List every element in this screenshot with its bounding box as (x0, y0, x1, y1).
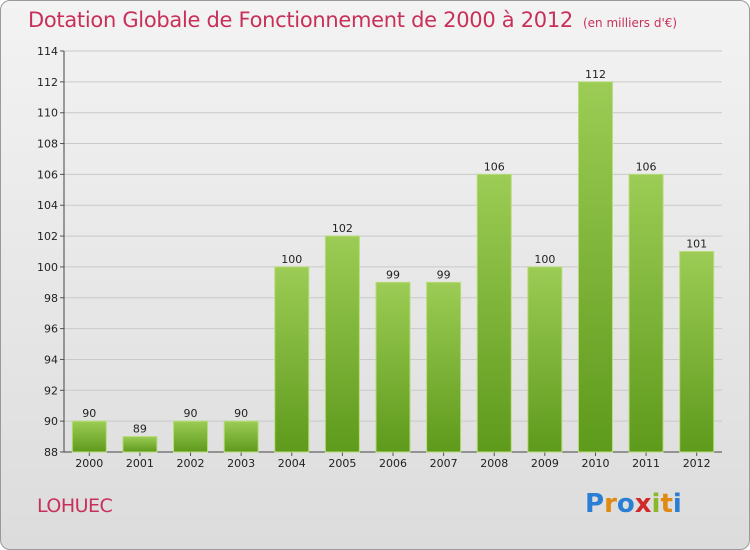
x-tick-label: 2011 (632, 457, 660, 470)
y-tick-label: 98 (44, 292, 58, 305)
bar (679, 251, 715, 453)
logo-letter: P (585, 489, 605, 519)
data-label: 99 (386, 268, 400, 281)
bar (426, 281, 462, 453)
x-tick-label: 2007 (430, 457, 458, 470)
x-tick-label: 2010 (581, 457, 609, 470)
x-tick-label: 2005 (328, 457, 356, 470)
y-tick-label: 88 (44, 446, 58, 459)
data-label: 106 (484, 160, 505, 173)
bar (71, 420, 107, 453)
chart-title-text: Dotation Globale de Fonctionnement de 20… (28, 8, 573, 32)
chart-title: Dotation Globale de Fonctionnement de 20… (28, 8, 677, 32)
x-tick-label: 2012 (683, 457, 711, 470)
y-tick-label: 100 (37, 261, 58, 274)
data-label: 100 (281, 253, 302, 266)
bar (173, 420, 209, 453)
bar (577, 81, 613, 453)
x-tick-label: 2004 (278, 457, 306, 470)
logo-letter: x (634, 489, 652, 519)
y-tick-label: 106 (37, 168, 58, 181)
bar (628, 173, 664, 453)
data-label: 102 (332, 222, 353, 235)
y-tick-label: 92 (44, 384, 58, 397)
data-label: 99 (437, 268, 451, 281)
data-label: 106 (636, 160, 657, 173)
x-tick-label: 2000 (75, 457, 103, 470)
x-tick-label: 2001 (126, 457, 154, 470)
x-tick-label: 2006 (379, 457, 407, 470)
data-label: 90 (82, 407, 96, 420)
y-tick-label: 104 (37, 199, 58, 212)
y-tick-label: 112 (37, 76, 58, 89)
logo-letter: t (660, 489, 673, 519)
y-tick-label: 90 (44, 415, 58, 428)
data-label: 100 (534, 253, 555, 266)
x-tick-label: 2002 (177, 457, 205, 470)
bar (375, 281, 411, 453)
logo-letter: o (616, 489, 635, 519)
logo-letter: i (651, 489, 661, 519)
y-tick-label: 94 (44, 353, 58, 366)
y-tick-label: 108 (37, 138, 58, 151)
data-label: 90 (184, 407, 198, 420)
y-tick-label: 102 (37, 230, 58, 243)
bar (527, 266, 563, 453)
y-tick-label: 110 (37, 107, 58, 120)
data-label: 89 (133, 423, 147, 436)
y-tick-label: 96 (44, 323, 58, 336)
x-tick-label: 2003 (227, 457, 255, 470)
chart-unit: (en milliers d'€) (582, 16, 678, 30)
logo-letter: r (604, 489, 617, 519)
town-name: LOHUEC (37, 495, 113, 517)
bar (274, 266, 310, 453)
bar (122, 436, 158, 453)
bar (324, 235, 360, 453)
logo-letter: i (672, 489, 682, 519)
bar (476, 173, 512, 453)
proxiti-logo: Proxiti (585, 489, 682, 519)
bar (223, 420, 259, 453)
data-label: 101 (686, 238, 707, 251)
y-tick-label: 114 (37, 45, 58, 58)
x-tick-label: 2008 (480, 457, 508, 470)
data-label: 90 (234, 407, 248, 420)
data-label: 112 (585, 68, 606, 81)
x-tick-label: 2009 (531, 457, 559, 470)
